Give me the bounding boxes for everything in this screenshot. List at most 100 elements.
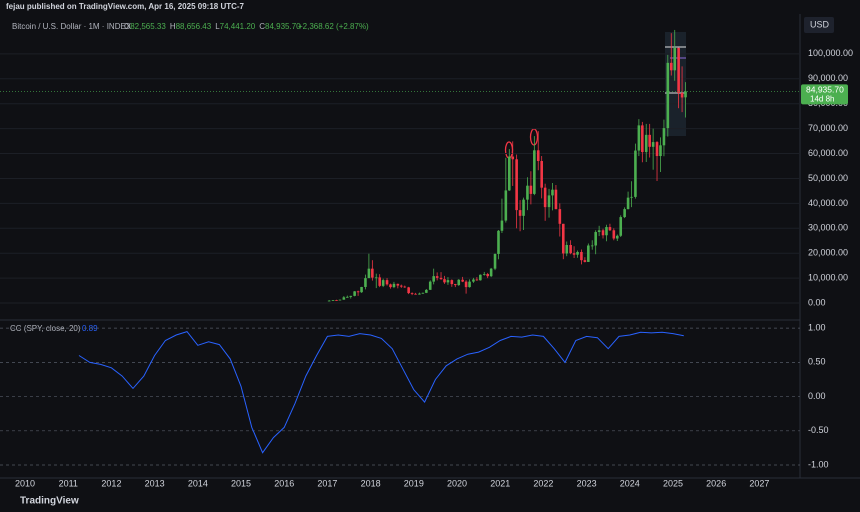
- candle-body: [489, 268, 493, 277]
- price-tag-countdown: 14d 8h: [810, 95, 834, 104]
- candle-body: [580, 251, 583, 261]
- candle-body: [684, 91, 687, 98]
- indicator-line: [78, 331, 684, 454]
- indicator-legend: CC (SPY, close, 20): [10, 324, 81, 333]
- candle-body: [378, 277, 381, 286]
- candle-body: [403, 286, 407, 288]
- candle-body: [421, 292, 425, 294]
- y-tick-label: 0.00: [808, 391, 826, 401]
- price-tag-value: 84,935.70: [806, 85, 844, 95]
- candle-body: [360, 286, 363, 293]
- candle-body: [576, 251, 579, 255]
- currency[interactable]: USD: [810, 19, 830, 29]
- x-tick-label: 2013: [145, 478, 165, 488]
- candle-body: [659, 145, 662, 157]
- candle-body: [468, 281, 471, 288]
- x-tick-label: 2017: [317, 478, 337, 488]
- y-tick-label: 100,000.00: [808, 48, 853, 58]
- candle-body: [569, 244, 572, 254]
- price-tag: [801, 84, 848, 105]
- candle-body: [619, 217, 623, 236]
- candle-body: [331, 300, 335, 301]
- y-tick-label: -0.50: [808, 425, 829, 435]
- footer-logo[interactable]: TradingView: [20, 496, 79, 507]
- currency-box[interactable]: [804, 17, 834, 33]
- candle-body: [497, 230, 500, 254]
- x-tick-label: 2024: [620, 478, 640, 488]
- x-tick-label: 2016: [274, 478, 294, 488]
- candle-body: [630, 196, 633, 198]
- x-tick-label: 2020: [447, 478, 467, 488]
- candle-body: [410, 293, 414, 294]
- candle-body: [385, 280, 389, 285]
- y-tick-label: 1.00: [808, 323, 826, 333]
- candle-body: [551, 189, 554, 196]
- candle-body: [533, 150, 536, 194]
- candle-body: [482, 274, 486, 275]
- candle-body: [547, 195, 551, 208]
- candle-body: [590, 245, 594, 247]
- candle-body: [450, 280, 454, 285]
- candle-body: [327, 300, 331, 302]
- candle-body: [626, 197, 630, 210]
- x-tick-label: 2026: [706, 478, 726, 488]
- candle-body: [396, 283, 400, 286]
- candle-body: [353, 291, 356, 296]
- candle-body: [558, 209, 562, 224]
- candle-body: [648, 134, 651, 147]
- candle-body: [669, 62, 673, 71]
- indicator-value: 0.89: [82, 324, 98, 333]
- legend-symbol: Bitcoin / U.S. Dollar · 1M · INDEX: [12, 22, 132, 31]
- x-tick-label: 2012: [101, 478, 121, 488]
- candle-body: [356, 291, 360, 293]
- y-tick-label: 60,000.00: [808, 148, 848, 158]
- candle-body: [364, 278, 367, 287]
- x-tick-label: 2021: [490, 478, 510, 488]
- candle-body: [381, 280, 385, 286]
- candle-body: [418, 293, 421, 295]
- candle-body: [612, 230, 616, 239]
- candle-body: [644, 134, 648, 153]
- candle-body: [655, 142, 659, 157]
- y-tick-label: 70,000.00: [808, 123, 848, 133]
- ohlc-key: C: [259, 22, 265, 31]
- candle-body: [342, 297, 346, 300]
- y-tick-label: 0.00: [808, 297, 826, 307]
- candle-body: [601, 230, 605, 236]
- candle-body: [572, 253, 576, 255]
- candle-body: [346, 296, 349, 298]
- candle-body: [367, 268, 371, 279]
- candle-body: [479, 274, 482, 281]
- candle-body: [399, 285, 403, 287]
- candle-body: [536, 150, 540, 162]
- candle-body: [453, 284, 457, 286]
- candle-body: [435, 276, 439, 278]
- ohlc-value: 88,656.43: [176, 22, 212, 31]
- y-tick-label: 40,000.00: [808, 198, 848, 208]
- candle-body: [371, 268, 374, 278]
- candle-body: [493, 253, 497, 269]
- candle-body: [507, 156, 511, 191]
- candle-body: [374, 277, 378, 279]
- candle-body: [425, 289, 428, 293]
- candle-body: [677, 47, 680, 93]
- candle-body: [500, 220, 504, 231]
- candle-body: [457, 279, 461, 286]
- candle-body: [475, 279, 479, 281]
- candle-body: [461, 279, 464, 282]
- candle-body: [587, 245, 590, 262]
- ohlc-value: 82,565.33: [130, 22, 166, 31]
- x-tick-label: 2019: [404, 478, 424, 488]
- candle-body: [529, 185, 533, 194]
- candle-body: [486, 274, 489, 277]
- x-tick-label: 2018: [361, 478, 381, 488]
- candle-body: [432, 276, 435, 282]
- candle-body: [641, 125, 644, 153]
- legend-ohlc: O 82,565.33 H 88,656.43 L 74,441.20 C 84,935.70: [124, 22, 301, 31]
- candle-body: [554, 189, 558, 210]
- candle-body: [414, 293, 417, 295]
- candle-body: [583, 260, 587, 262]
- candle-body: [446, 280, 450, 283]
